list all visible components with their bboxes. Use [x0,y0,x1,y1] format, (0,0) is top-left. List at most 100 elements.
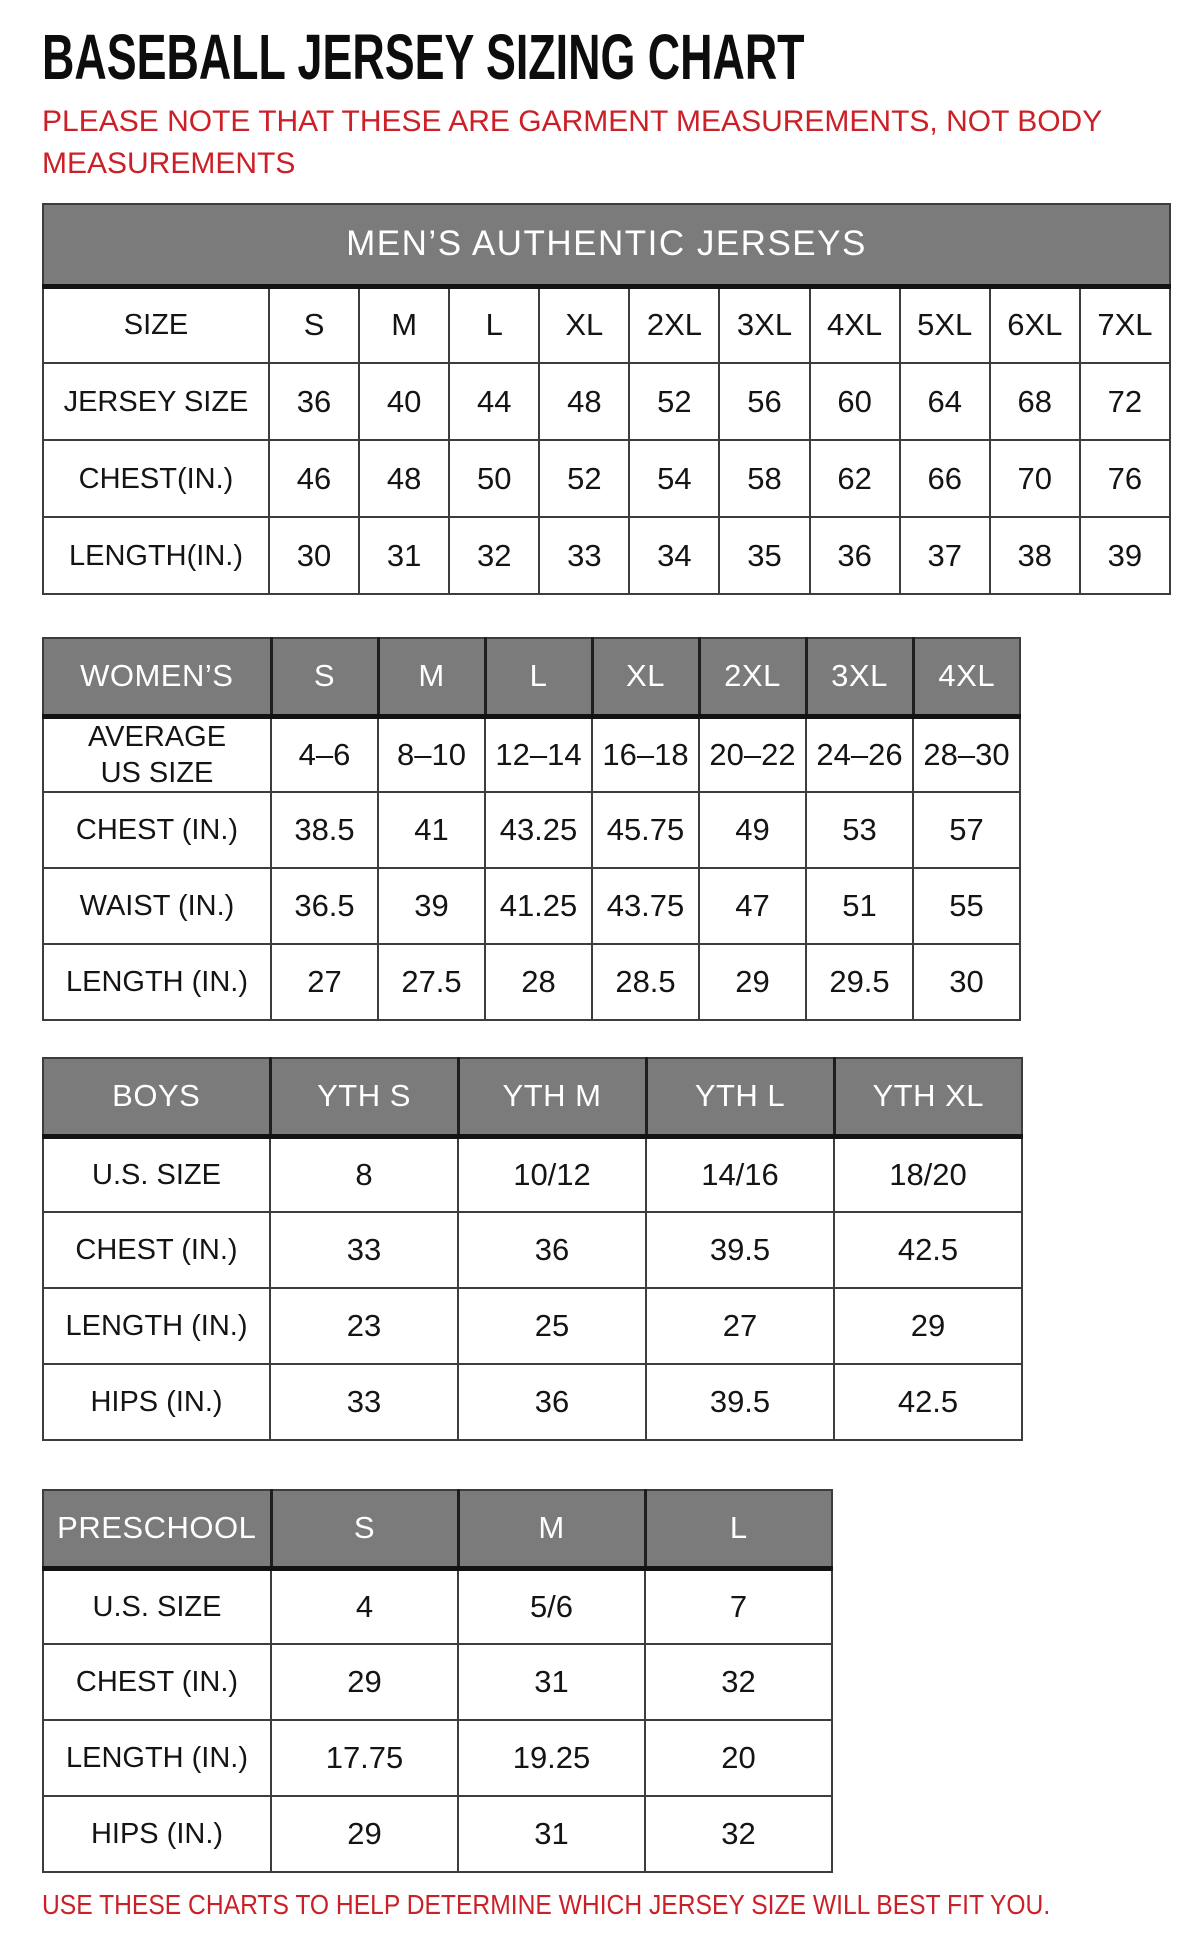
value-cell: 35 [718,516,811,596]
value-cell: 12–14 [484,715,593,794]
table-row: SIZE S M L XL 2XL 3XL 4XL 5XL 6XL 7XL [42,285,1172,365]
value-cell: 28.5 [591,943,700,1022]
value-cell: 41 [377,791,486,870]
mens-sizing-table: MEN’S AUTHENTIC JERSEYS SIZE S M L XL 2XL 3XL 4X… [42,203,1172,596]
table-row: CHEST (IN.) 29 31 32 [42,1643,833,1722]
value-cell: 33 [538,516,631,596]
value-cell: 29 [698,943,807,1022]
table-row: HIPS (IN.) 29 31 32 [42,1795,833,1874]
value-cell: 7XL [1078,285,1172,365]
value-cell: 20–22 [698,715,807,794]
value-cell: 29 [270,1795,459,1874]
womens-header-label: WOMEN’S [42,637,273,719]
value-cell: 8–10 [377,715,486,794]
value-cell: 23 [269,1287,459,1366]
value-cell: 29.5 [805,943,914,1022]
value-cell: 17.75 [270,1719,459,1798]
value-cell: 46 [267,439,361,519]
table-row: JERSEY SIZE 36 40 44 48 52 56 60 64 68 72 [42,362,1172,442]
mens-banner-title: MEN’S AUTHENTIC JERSEYS [42,203,1171,289]
womens-table-container: WOMEN’S S M L XL 2XL 3XL 4XL AVERAGE US SIZE 4–6 8… [42,637,1172,1022]
value-cell: 2XL [628,285,721,365]
value-cell: 20 [644,1719,833,1798]
value-cell: 30 [267,516,361,596]
value-cell: 43.75 [591,867,700,946]
value-cell: 7 [644,1567,833,1646]
garment-measurement-note: PLEASE NOTE THAT THESE ARE GARMENT MEASU… [42,105,1102,181]
value-cell: 39 [1078,516,1172,596]
value-cell: 10/12 [457,1135,647,1214]
value-cell: 50 [448,439,541,519]
row-label: HIPS (IN.) [42,1363,271,1442]
value-cell: 39 [377,867,486,946]
value-cell: S [267,285,361,365]
value-cell: 31 [457,1643,646,1722]
value-cell: 57 [912,791,1021,870]
value-cell: 39.5 [645,1211,835,1290]
preschool-size-header-cell: S [269,1489,460,1571]
value-cell: XL [538,285,631,365]
value-cell: 52 [628,362,721,442]
value-cell: 31 [457,1795,646,1874]
womens-size-header-cell: 4XL [911,637,1021,719]
preschool-table-container: PRESCHOOL S M L U.S. SIZE 4 5/6 7 CHEST (IN.) 29 3… [42,1489,1172,1874]
value-cell: 36.5 [270,867,379,946]
row-label: U.S. SIZE [42,1135,271,1214]
value-cell: 33 [269,1363,459,1442]
table-row: HIPS (IN.) 33 36 39.5 42.5 [42,1363,1023,1442]
womens-size-header-cell: L [483,637,594,719]
value-cell: 36 [808,516,901,596]
boys-header-row: BOYS YTH S YTH M YTH L YTH XL [42,1057,1023,1139]
value-cell: 24–26 [805,715,914,794]
value-cell: 32 [644,1795,833,1874]
value-cell: 5XL [898,285,991,365]
value-cell: 40 [358,362,451,442]
value-cell: 33 [269,1211,459,1290]
value-cell: 58 [718,439,811,519]
value-cell: 27.5 [377,943,486,1022]
value-cell: 8 [269,1135,459,1214]
value-cell: 25 [457,1287,647,1366]
value-cell: 31 [358,516,451,596]
table-row: U.S. SIZE 8 10/12 14/16 18/20 [42,1135,1023,1214]
value-cell: 38 [988,516,1081,596]
table-row: CHEST(IN.) 46 48 50 52 54 58 62 66 70 76 [42,439,1172,519]
value-cell: 38.5 [270,791,379,870]
boys-table-container: BOYS YTH S YTH M YTH L YTH XL U.S. SIZE 8 10/12… [42,1057,1172,1442]
womens-size-header-cell: M [376,637,487,719]
row-label: LENGTH (IN.) [42,1719,272,1798]
value-cell: 28–30 [912,715,1021,794]
row-label: CHEST (IN.) [42,1643,272,1722]
value-cell: 3XL [718,285,811,365]
mens-table-container: MEN’S AUTHENTIC JERSEYS SIZE S M L XL 2XL 3XL 4X… [42,203,1172,596]
womens-header-row: WOMEN’S S M L XL 2XL 3XL 4XL [42,637,1021,719]
table-row: LENGTH (IN.) 27 27.5 28 28.5 29 29.5 30 [42,943,1021,1022]
value-cell: 36 [457,1211,647,1290]
boys-size-header-cell: YTH XL [832,1057,1023,1139]
preschool-header-row: PRESCHOOL S M L [42,1489,833,1571]
value-cell: 66 [898,439,991,519]
preschool-size-header-cell: M [456,1489,647,1571]
value-cell: 44 [448,362,541,442]
boys-size-header-cell: YTH M [456,1057,648,1139]
value-cell: 32 [644,1643,833,1722]
mens-banner-row: MEN’S AUTHENTIC JERSEYS [42,203,1171,289]
preschool-header-label: PRESCHOOL [42,1489,273,1571]
boys-sizing-table: BOYS YTH S YTH M YTH L YTH XL U.S. SIZE 8 10/12… [42,1057,1023,1442]
boys-size-header-cell: YTH S [268,1057,460,1139]
value-cell: 52 [538,439,631,519]
row-label: CHEST (IN.) [42,1211,271,1290]
womens-size-header-cell: 2XL [697,637,808,719]
table-row: CHEST (IN.) 33 36 39.5 42.5 [42,1211,1023,1290]
table-row: U.S. SIZE 4 5/6 7 [42,1567,833,1646]
preschool-size-header-cell: L [643,1489,833,1571]
value-cell: 70 [988,439,1081,519]
value-cell: 54 [628,439,721,519]
row-label: AVERAGE US SIZE [42,715,272,794]
value-cell: 4–6 [270,715,379,794]
boys-header-label: BOYS [42,1057,272,1139]
value-cell: 14/16 [645,1135,835,1214]
value-cell: 42.5 [833,1363,1023,1442]
value-cell: 39.5 [645,1363,835,1442]
